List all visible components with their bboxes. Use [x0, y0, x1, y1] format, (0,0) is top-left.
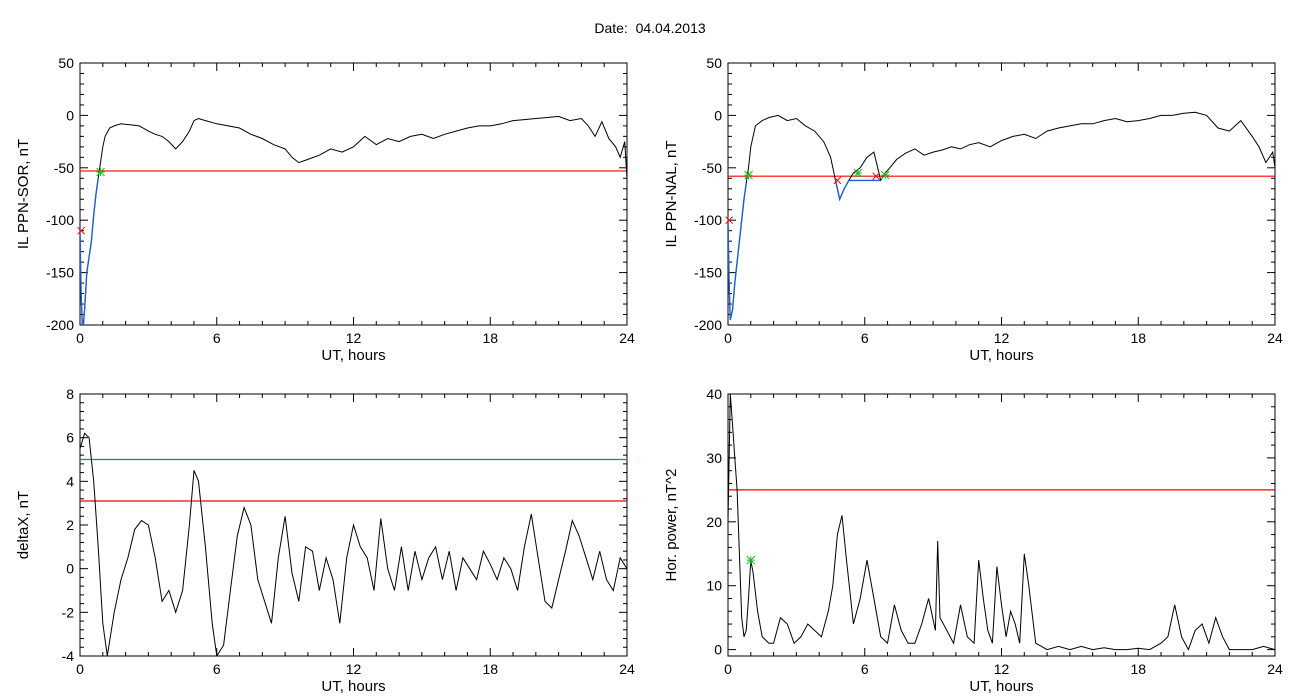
x-tick-label: 24 [619, 661, 635, 677]
x-tick-label: 6 [861, 661, 869, 677]
y-tick-label: 4 [66, 473, 74, 489]
y-tick-label: -50 [54, 160, 74, 176]
y-tick-label: 8 [66, 386, 74, 402]
marker-stroke [77, 226, 85, 235]
plot-frame [727, 62, 1276, 326]
y-tick-label: -100 [694, 212, 722, 228]
x-tick-label: 18 [1130, 330, 1146, 346]
y-tick-label: -50 [702, 160, 722, 176]
y-tick-label: 30 [706, 450, 722, 466]
marker-green [96, 167, 105, 177]
x-axis-label: UT, hours [321, 347, 385, 364]
x-tick-label: 12 [994, 661, 1010, 677]
x-axis-label: UT, hours [969, 347, 1033, 364]
y-tick-label: -200 [46, 317, 74, 333]
x-tick-label: 12 [994, 330, 1010, 346]
x-axis-label: UT, hours [321, 678, 385, 695]
y-tick-label: 50 [706, 55, 722, 71]
x-tick-label: 0 [724, 330, 732, 346]
y-tick-label: -100 [46, 212, 74, 228]
marker-stroke [872, 172, 880, 181]
marker-stroke [725, 216, 733, 225]
marker-green [853, 168, 863, 178]
x-tick-label: 0 [76, 661, 84, 677]
y-tick-label: -150 [694, 265, 722, 281]
figure-title-date: 04.04.2013 [635, 20, 706, 36]
figure-title: Date: 04.04.2013 [0, 20, 1300, 36]
y-tick-label: 2 [66, 517, 74, 533]
x-tick-label: 18 [482, 661, 498, 677]
highlight-segment [80, 178, 99, 325]
y-axis-label: deltaX, nT [15, 491, 32, 559]
marker-green [746, 555, 756, 565]
y-axis-label: IL PPN-NAL, nT [663, 141, 680, 248]
highlight-segment [728, 183, 747, 320]
series-line [728, 111, 1275, 320]
x-tick-label: 18 [482, 330, 498, 346]
y-tick-label: 20 [706, 514, 722, 530]
y-tick-label: -200 [694, 317, 722, 333]
x-tick-label: 24 [619, 330, 635, 346]
y-tick-label: 50 [58, 55, 74, 71]
x-tick-label: 18 [1130, 661, 1146, 677]
y-tick-label: -4 [62, 648, 75, 664]
series-line [80, 115, 627, 325]
x-axis-label: UT, hours [969, 678, 1033, 695]
plot-frame [727, 393, 1276, 657]
plot-frame [79, 62, 628, 326]
highlight-segment [834, 178, 881, 202]
y-tick-label: 40 [706, 386, 722, 402]
marker-red [77, 226, 85, 235]
y-tick-label: 0 [66, 107, 74, 123]
y-tick-label: 0 [714, 642, 722, 658]
y-tick-label: 10 [706, 578, 722, 594]
figure-title-label: Date: [594, 20, 628, 36]
series-line [728, 394, 1275, 651]
marker-red [872, 172, 880, 181]
series-line [80, 432, 627, 656]
marker-red [725, 216, 733, 225]
marker-stroke [833, 176, 842, 185]
x-tick-label: 6 [861, 330, 869, 346]
x-tick-label: 0 [724, 661, 732, 677]
y-axis-label: IL PPN-SOR, nT [15, 139, 32, 249]
chart-panel-4: 0 6 12 18 24 0 10 20 30 40 UT, hours Hor. power, nT… [663, 386, 1283, 695]
x-tick-label: 0 [76, 330, 84, 346]
x-tick-label: 12 [346, 661, 362, 677]
y-tick-label: 0 [714, 107, 722, 123]
x-tick-label: 24 [1267, 661, 1283, 677]
y-tick-label: 0 [66, 561, 74, 577]
marker-green [744, 170, 753, 180]
y-tick-label: -150 [46, 265, 74, 281]
chart-panel-1: 0 6 12 18 24 -200 -150 -100 -50 0 50 UT, hours IL PP… [15, 55, 635, 364]
y-tick-label: -2 [62, 604, 75, 620]
y-tick-label: 6 [66, 430, 74, 446]
marker-red [833, 176, 842, 185]
marker-green [880, 170, 890, 180]
x-tick-label: 6 [213, 661, 221, 677]
x-tick-label: 6 [213, 330, 221, 346]
y-axis-label: Hor. power, nT^2 [663, 469, 680, 582]
chart-panel-2: 0 6 12 18 24 -200 -150 -100 -50 0 50 UT, hours IL PP… [663, 55, 1283, 364]
x-tick-label: 12 [346, 330, 362, 346]
x-tick-label: 24 [1267, 330, 1283, 346]
